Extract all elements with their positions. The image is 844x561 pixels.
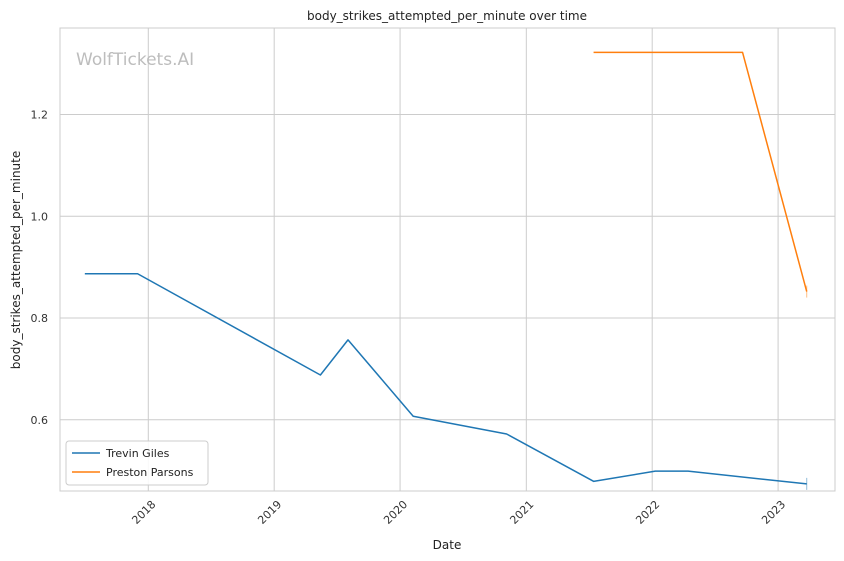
y-axis-ticks: 0.6 0.8 1.0 1.2 [31,108,49,426]
plot-area [59,27,836,492]
series-line-preston-parsons [593,51,808,292]
legend-box [65,440,209,486]
chart-title: body_strikes_attempted_per_minute over t… [307,9,587,23]
y-tick-label: 0.6 [31,414,49,427]
series-layer [84,51,808,490]
legend-label-preston-parsons: Preston Parsons [106,466,194,479]
legend: Trevin Giles Preston Parsons [65,440,209,486]
grid-lines [60,28,835,491]
y-tick-label: 0.8 [31,312,49,325]
y-axis-label: body_strikes_attempted_per_minute [9,151,23,369]
x-axis-label: Date [433,538,462,552]
watermark: WolfTickets.AI [76,50,194,70]
y-tick-label: 1.0 [31,210,49,223]
legend-label-trevin-giles: Trevin Giles [105,447,170,460]
y-tick-label: 1.2 [31,108,49,121]
series-line-trevin-giles [84,273,807,485]
